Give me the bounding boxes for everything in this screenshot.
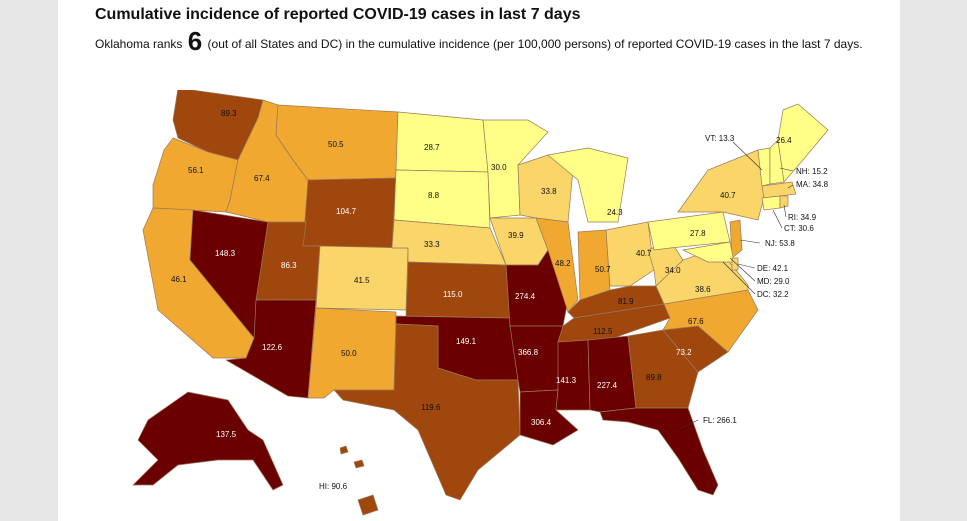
state-HI-1 xyxy=(339,445,349,455)
label-AZ: 122.6 xyxy=(262,343,283,352)
callout-labels: VT: 13.3 NH: 15.2 MA: 34.8 RI: 34.9 CT: … xyxy=(319,134,829,491)
state-MA xyxy=(761,181,797,199)
label-MN: 30.0 xyxy=(491,163,507,172)
state-AL xyxy=(587,335,637,413)
rank-summary: Oklahoma ranks 6 (out of all States and … xyxy=(95,28,865,54)
leader-MD xyxy=(729,257,756,282)
label-ID: 67.4 xyxy=(254,174,270,183)
leader-DC xyxy=(722,261,756,295)
state-CT xyxy=(761,195,781,211)
state-GA xyxy=(627,329,699,409)
label-NM: 50.0 xyxy=(341,349,357,358)
state-FL xyxy=(599,407,719,496)
label-NE: 33.3 xyxy=(424,240,440,249)
label-MS: 141.3 xyxy=(556,376,577,385)
label-ME: 26.4 xyxy=(776,136,792,145)
leader-FL xyxy=(677,419,699,431)
label-OH: 40.7 xyxy=(636,249,652,258)
state-SD xyxy=(393,169,491,229)
label-WA: 89.3 xyxy=(221,109,237,118)
state-RI xyxy=(779,195,789,209)
label-IL: 48.2 xyxy=(555,259,571,268)
label-LA: 306.4 xyxy=(531,418,552,427)
label-VA: 38.6 xyxy=(695,285,711,294)
label-WY: 104.7 xyxy=(336,207,357,216)
rank-number: 6 xyxy=(187,26,203,56)
label-IN: 50.7 xyxy=(595,265,611,274)
label-WV: 34.0 xyxy=(665,266,681,275)
state-TX xyxy=(333,323,521,501)
label-MT: 50.5 xyxy=(328,140,344,149)
state-DE xyxy=(731,257,739,271)
state-OH xyxy=(605,221,655,287)
label-OK: 149.1 xyxy=(456,337,477,346)
state-PA xyxy=(647,211,731,251)
state-ND xyxy=(395,111,489,173)
state-AZ xyxy=(224,299,317,399)
callout-NH: NH: 15.2 xyxy=(796,167,828,176)
callout-HI: HI: 90.6 xyxy=(319,482,348,491)
callout-MD: MD: 29.0 xyxy=(757,277,790,286)
state-NC xyxy=(662,289,759,353)
content-panel: Cumulative incidence of reported COVID-1… xyxy=(58,0,900,521)
label-TN: 112.5 xyxy=(593,327,613,336)
callout-DC: DC: 32.2 xyxy=(757,290,789,299)
label-KS: 115.0 xyxy=(443,290,463,299)
leader-VT xyxy=(732,141,763,171)
label-KY: 81.9 xyxy=(618,297,634,306)
state-AK xyxy=(132,391,284,491)
page-title: Cumulative incidence of reported COVID-1… xyxy=(95,6,581,23)
label-SC: 73.2 xyxy=(676,348,692,357)
label-PA: 27.8 xyxy=(690,229,706,238)
label-UT: 86.3 xyxy=(281,261,297,270)
state-HI-3 xyxy=(357,494,379,516)
label-ND: 28.7 xyxy=(424,143,440,152)
state-MS xyxy=(555,339,591,411)
label-NV: 148.3 xyxy=(215,249,236,258)
left-gutter xyxy=(0,0,58,521)
label-AR: 366.8 xyxy=(518,348,539,357)
state-value-labels: 89.3 56.1 46.1 148.3 67.4 50.5 104.7 86.… xyxy=(171,109,792,439)
leader-DE xyxy=(737,263,756,269)
label-GA: 89.8 xyxy=(646,373,662,382)
leader-MA xyxy=(787,184,794,189)
label-SD: 8.8 xyxy=(428,191,440,200)
leader-CT xyxy=(772,209,783,229)
callout-VT: VT: 13.3 xyxy=(705,134,735,143)
label-TX: 119.6 xyxy=(421,403,441,412)
leader-NJ xyxy=(739,239,761,244)
state-ME xyxy=(777,103,829,183)
callout-MA: MA: 34.8 xyxy=(796,180,829,189)
callout-NJ: NJ: 53.8 xyxy=(765,239,795,248)
state-IL xyxy=(535,217,579,313)
label-MI: 24.3 xyxy=(607,208,623,217)
label-CA: 46.1 xyxy=(171,275,187,284)
label-OR: 56.1 xyxy=(188,166,204,175)
summary-prefix: Oklahoma ranks xyxy=(95,37,183,51)
label-NC: 67.6 xyxy=(688,317,704,326)
label-CO: 41.5 xyxy=(354,276,370,285)
callout-CT: CT: 30.6 xyxy=(784,224,814,233)
state-NJ xyxy=(729,219,743,259)
callout-DE: DE: 42.1 xyxy=(757,264,789,273)
state-HI-2 xyxy=(353,459,365,469)
summary-suffix: (out of all States and DC) in the cumula… xyxy=(207,37,863,51)
label-MO: 274.4 xyxy=(515,292,536,301)
leader-RI xyxy=(783,204,787,218)
label-WI: 33.8 xyxy=(541,187,557,196)
callout-RI: RI: 34.9 xyxy=(788,213,817,222)
state-MI xyxy=(547,147,629,223)
right-gutter xyxy=(900,0,967,521)
state-NY xyxy=(677,149,767,221)
label-IA: 39.9 xyxy=(508,231,524,240)
callout-leaders xyxy=(677,141,794,431)
label-NY: 40.7 xyxy=(720,191,736,200)
callout-FL: FL: 266.1 xyxy=(703,416,737,425)
us-map: 89.3 56.1 46.1 148.3 67.4 50.5 104.7 86.… xyxy=(132,90,829,516)
label-AK: 137.5 xyxy=(216,430,237,439)
leader-NH xyxy=(779,167,794,172)
label-AL: 227.4 xyxy=(597,381,618,390)
